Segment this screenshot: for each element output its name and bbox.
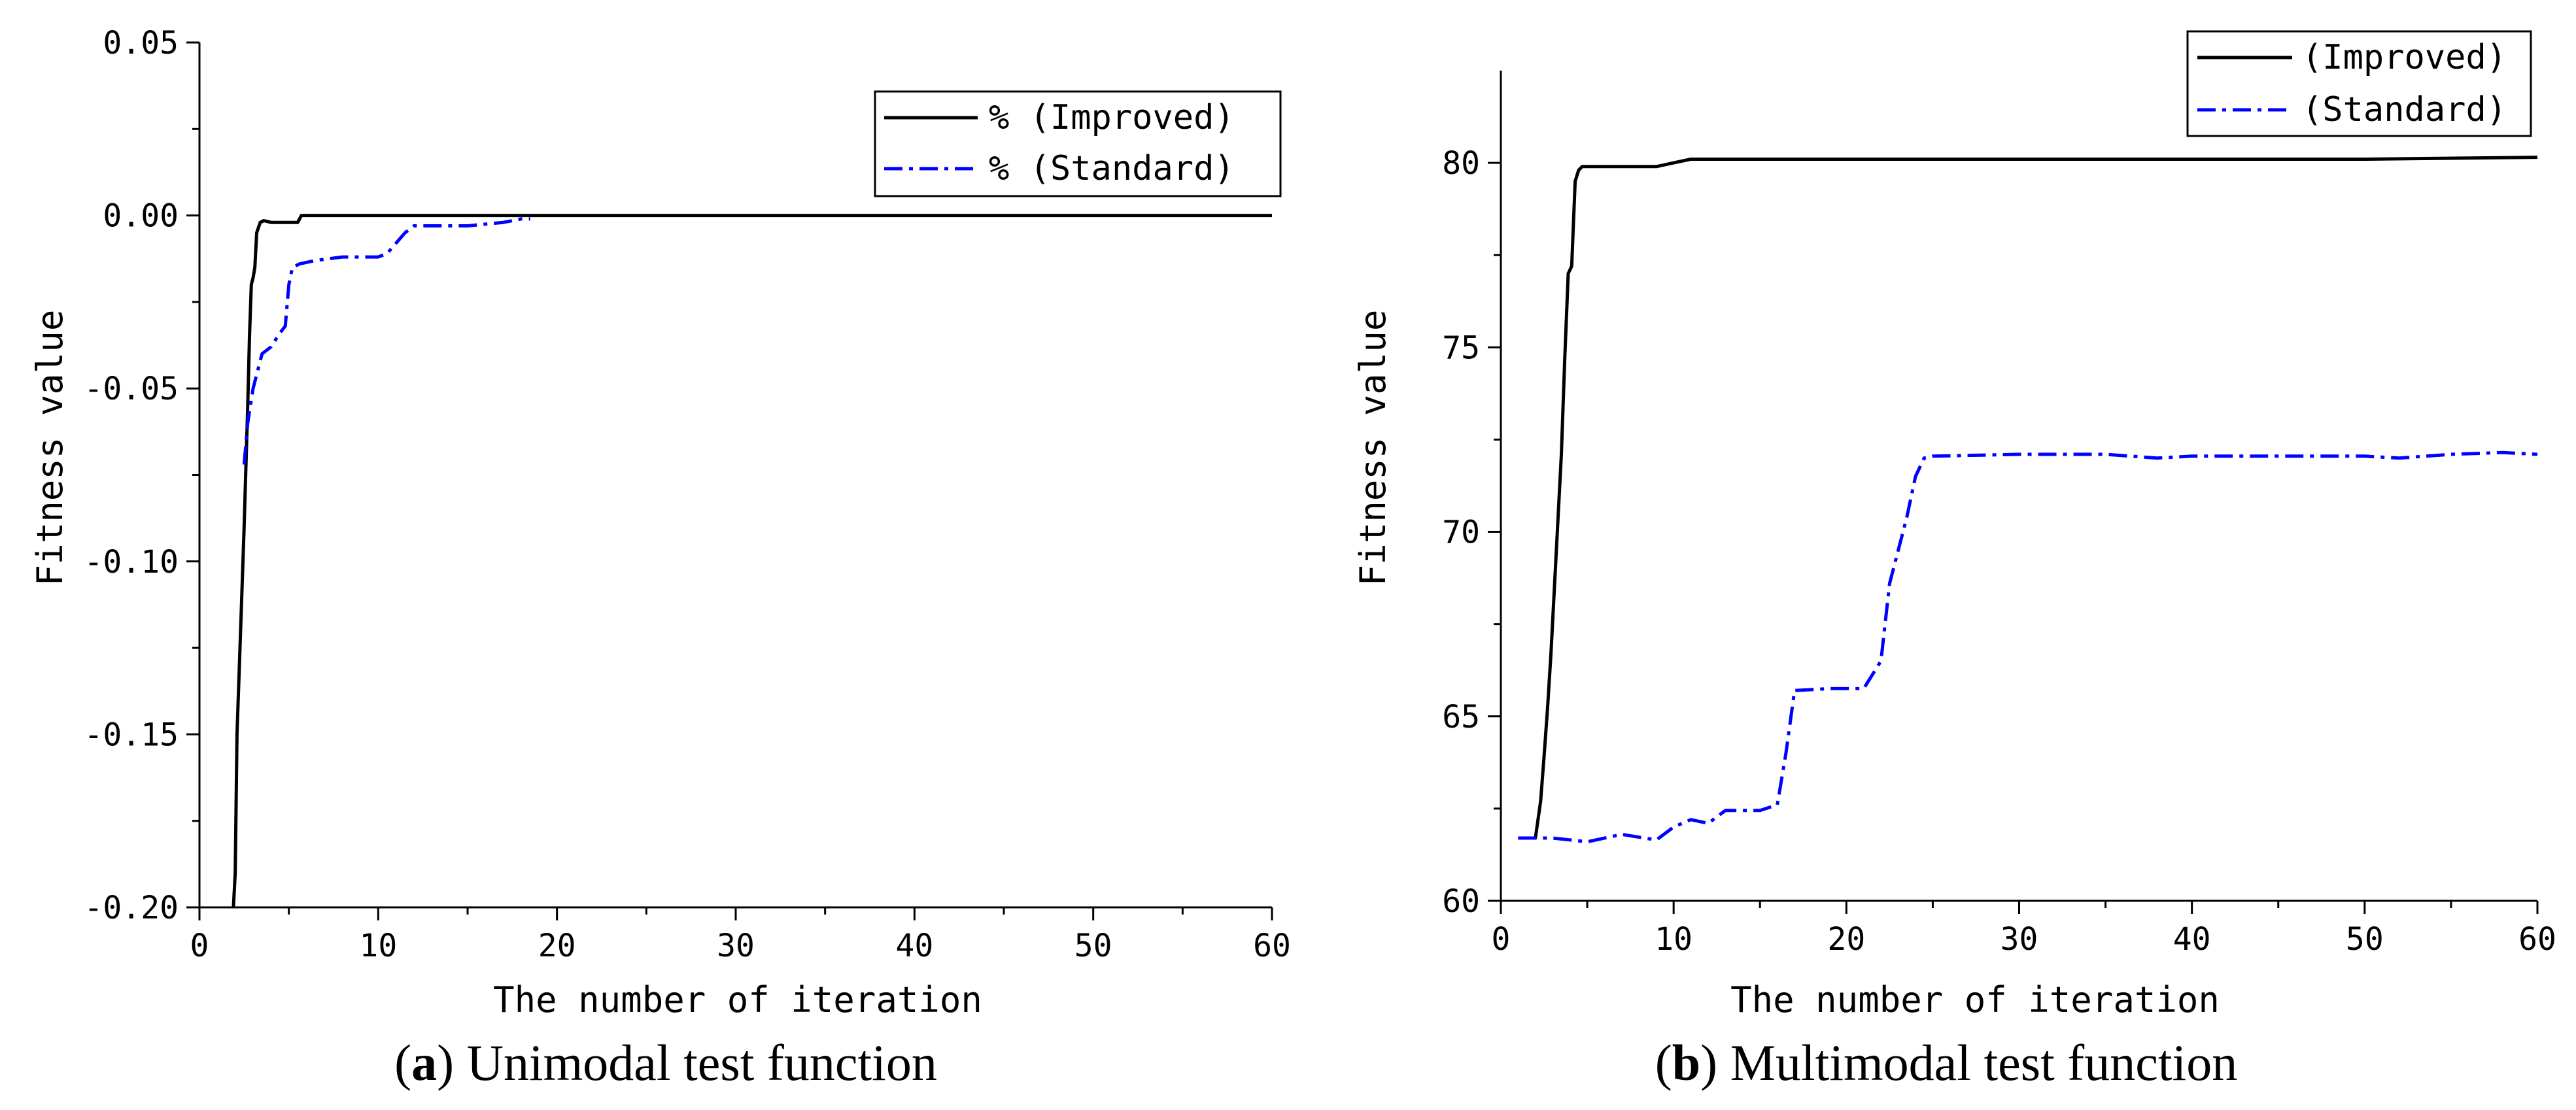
chart-b-x-tick-label: 0: [1492, 921, 1511, 958]
chart-b-axes: [1500, 71, 2537, 902]
chart-b-legend: (Improved) (Standard): [2186, 30, 2532, 137]
chart-a-series: [232, 214, 1272, 908]
chart-b-series: [1518, 156, 2538, 844]
chart-a-x-tick-label: 50: [1074, 928, 1112, 964]
chart-a-y-tick-label: -0.20: [84, 890, 179, 926]
chart-b-caption-letter: b: [1672, 1034, 1700, 1091]
chart-b: 0 10 20 30 40 50 60 60 65 70 75 80 The number of i…: [1352, 30, 2556, 1091]
chart-b-y-tick-label: 60: [1442, 883, 1480, 920]
chart-a-series-improved-line: [232, 214, 1272, 908]
chart-a-x-tick-label: 40: [895, 928, 933, 964]
chart-a: 0 10 20 30 40 50 60 -0.20 -0.15 -0.10 -0.05 0.00 0.…: [29, 25, 1291, 1091]
chart-a-x-ticks: 0 10 20 30 40 50 60: [190, 907, 1291, 964]
chart-a-y-tick-label: 0.00: [103, 198, 179, 235]
chart-b-x-tick-label: 20: [1827, 921, 1865, 958]
chart-b-series-improved-line: [1518, 156, 2538, 840]
chart-a-series-standard-line: [242, 217, 530, 465]
chart-a-x-tick-label: 30: [717, 928, 755, 964]
chart-a-y-tick-label: -0.05: [84, 371, 179, 407]
chart-a-legend-label-improved: % (Improved): [989, 98, 1235, 137]
chart-a-caption-letter: a: [411, 1034, 437, 1091]
chart-a-legend-box: [874, 90, 1282, 197]
chart-b-x-tick-label: 30: [2001, 921, 2038, 958]
chart-b-y-axis-label: Fitness value: [1352, 310, 1394, 586]
chart-b-y-tick-label: 70: [1442, 514, 1480, 551]
chart-b-y-ticks: 60 65 70 75 80: [1442, 145, 1501, 920]
chart-b-y-tick-label: 75: [1442, 329, 1480, 366]
chart-b-y-tick-label: 80: [1442, 145, 1480, 182]
chart-a-caption: (a) Unimodal test function: [394, 1034, 937, 1091]
chart-b-x-tick-label: 10: [1655, 921, 1692, 958]
chart-b-legend-label-improved: (Improved): [2302, 38, 2507, 77]
chart-a-caption-text: Unimodal test function: [467, 1034, 937, 1091]
chart-a-legend: % (Improved) % (Standard): [874, 90, 1282, 197]
chart-b-x-ticks: 0 10 20 30 40 50 60: [1492, 901, 2556, 958]
chart-a-x-tick-label: 0: [190, 928, 209, 964]
chart-a-y-tick-label: -0.15: [84, 716, 179, 753]
chart-b-legend-box: [2186, 30, 2532, 137]
chart-b-series-standard-line: [1518, 450, 2538, 844]
chart-b-x-axis-label: The number of iteration: [1730, 979, 2220, 1020]
chart-b-x-tick-label: 50: [2346, 921, 2384, 958]
chart-a-y-axis-label: Fitness value: [29, 310, 71, 586]
chart-b-x-tick-label: 60: [2518, 921, 2556, 958]
chart-b-legend-label-standard: (Standard): [2302, 90, 2507, 129]
chart-a-y-tick-label: 0.05: [103, 25, 179, 61]
chart-a-y-tick-label: -0.10: [84, 544, 179, 580]
chart-a-x-tick-label: 10: [359, 928, 397, 964]
chart-a-x-axis-label: The number of iteration: [493, 979, 982, 1020]
chart-a-y-ticks: -0.20 -0.15 -0.10 -0.05 0.00 0.05: [84, 25, 199, 926]
chart-a-x-tick-label: 20: [538, 928, 576, 964]
chart-b-caption-text: Multimodal test function: [1730, 1034, 2238, 1091]
chart-a-x-tick-label: 60: [1253, 928, 1291, 964]
chart-b-y-tick-label: 65: [1442, 699, 1480, 735]
chart-a-legend-label-standard: % (Standard): [989, 149, 1235, 188]
chart-b-caption: (b) Multimodal test function: [1655, 1034, 2237, 1091]
chart-b-x-tick-label: 40: [2173, 921, 2211, 958]
